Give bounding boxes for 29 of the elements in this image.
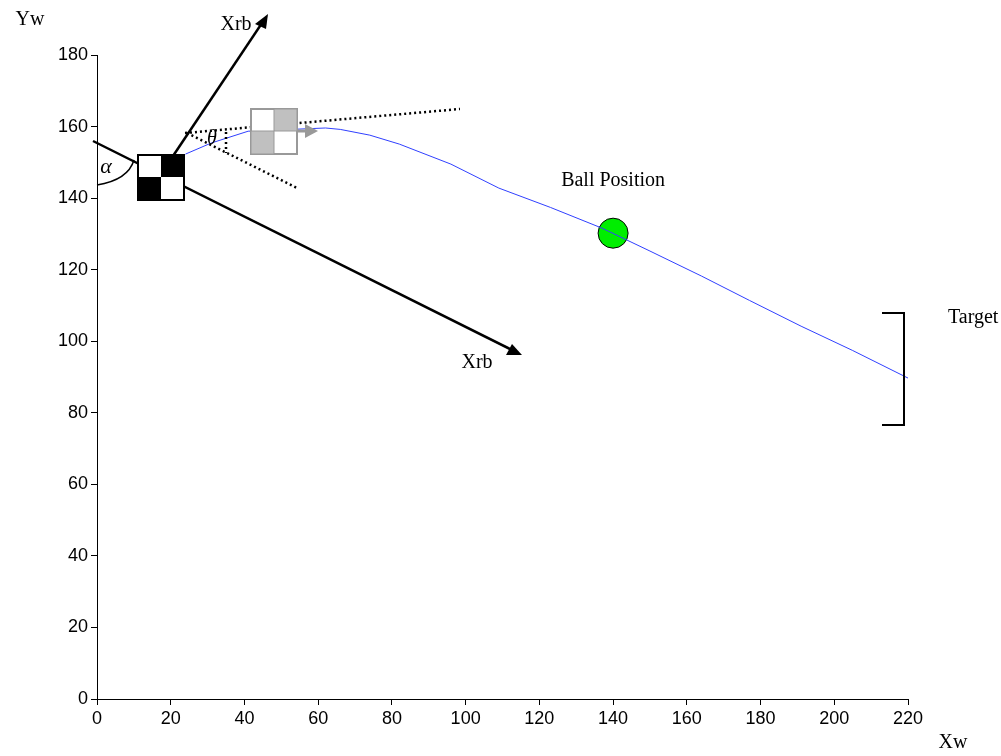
x-tick-label: 20 [160,707,181,728]
x-tick-label: 80 [381,707,402,728]
y-tick-label: 100 [57,330,88,351]
text: Xrb [220,12,252,34]
y-tick-label: 60 [67,473,88,494]
y-axis-title: Yw [15,7,45,29]
x-tick-label: 100 [450,707,481,728]
x-tick-label: 40 [234,707,255,728]
x-tick-label: 0 [91,707,103,728]
y-tick-label: 20 [67,616,88,637]
x-tick-label: 220 [892,707,924,728]
y-tick-label: 160 [57,115,88,136]
y-tick-label: 0 [77,687,88,708]
annotation: Ball Position [561,168,666,191]
y-tick-label: 40 [67,544,88,565]
y-tick-label: 140 [57,187,88,208]
text: Target [948,305,999,328]
annotation: α [100,153,113,178]
annotation: Xrb [461,350,493,372]
x-tick-label: 140 [598,707,629,728]
y-tick-label: 180 [57,43,88,64]
x-axis-title: Xw [938,730,968,752]
y-tick-label: 120 [57,258,88,279]
x-tick-label: 180 [745,707,776,728]
y-tick-label: 80 [67,401,88,422]
x-tick-label: 160 [671,707,702,728]
x-tick-label: 60 [308,707,329,728]
x-tick-label: 200 [819,707,850,728]
x-tick-label: 120 [524,707,555,728]
